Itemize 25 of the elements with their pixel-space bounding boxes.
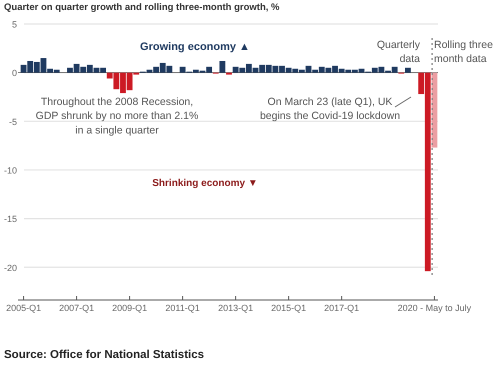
bar (219, 60, 226, 73)
y-tick-label: -20 (4, 262, 17, 273)
y-tick-label: -5 (8, 116, 17, 127)
x-tick-label: 2020 - May to July (398, 303, 472, 313)
annotation: Shrinking economy ▼ (152, 178, 258, 189)
x-tick-label: 2005-Q1 (6, 303, 42, 313)
x-tick-label: 2013-Q1 (218, 303, 254, 313)
y-tick-label: -15 (4, 214, 17, 224)
x-tick-label: 2015-Q1 (271, 303, 306, 313)
annotation: On March 23 (late Q1), UK begins the Covid-19 lockdown (260, 96, 400, 122)
source-note: Source: Office for National Statistics (4, 349, 204, 361)
annotation: Throughout the 2008 Recession, GDP shrunk by no more than 2.1% in a single quarter (36, 96, 198, 136)
x-tick-label: 2009-Q1 (112, 303, 148, 313)
bar (405, 68, 411, 73)
chart-title: Quarter on quarter growth and rolling three-month growth, % (4, 2, 280, 13)
annotation: Growing economy ▲ (140, 41, 250, 53)
annotation: Rolling three month data (434, 39, 494, 66)
y-tick-label: 0 (12, 68, 17, 78)
y-tick-label: 5 (12, 20, 17, 30)
x-tick-label: 2011-Q1 (165, 303, 200, 313)
x-tick-label: 2017-Q1 (324, 303, 360, 313)
y-tick-label: -10 (4, 165, 17, 176)
bar (432, 72, 438, 148)
annotation: Quarterly data (376, 39, 421, 66)
x-tick-label: 2007-Q1 (59, 303, 94, 313)
